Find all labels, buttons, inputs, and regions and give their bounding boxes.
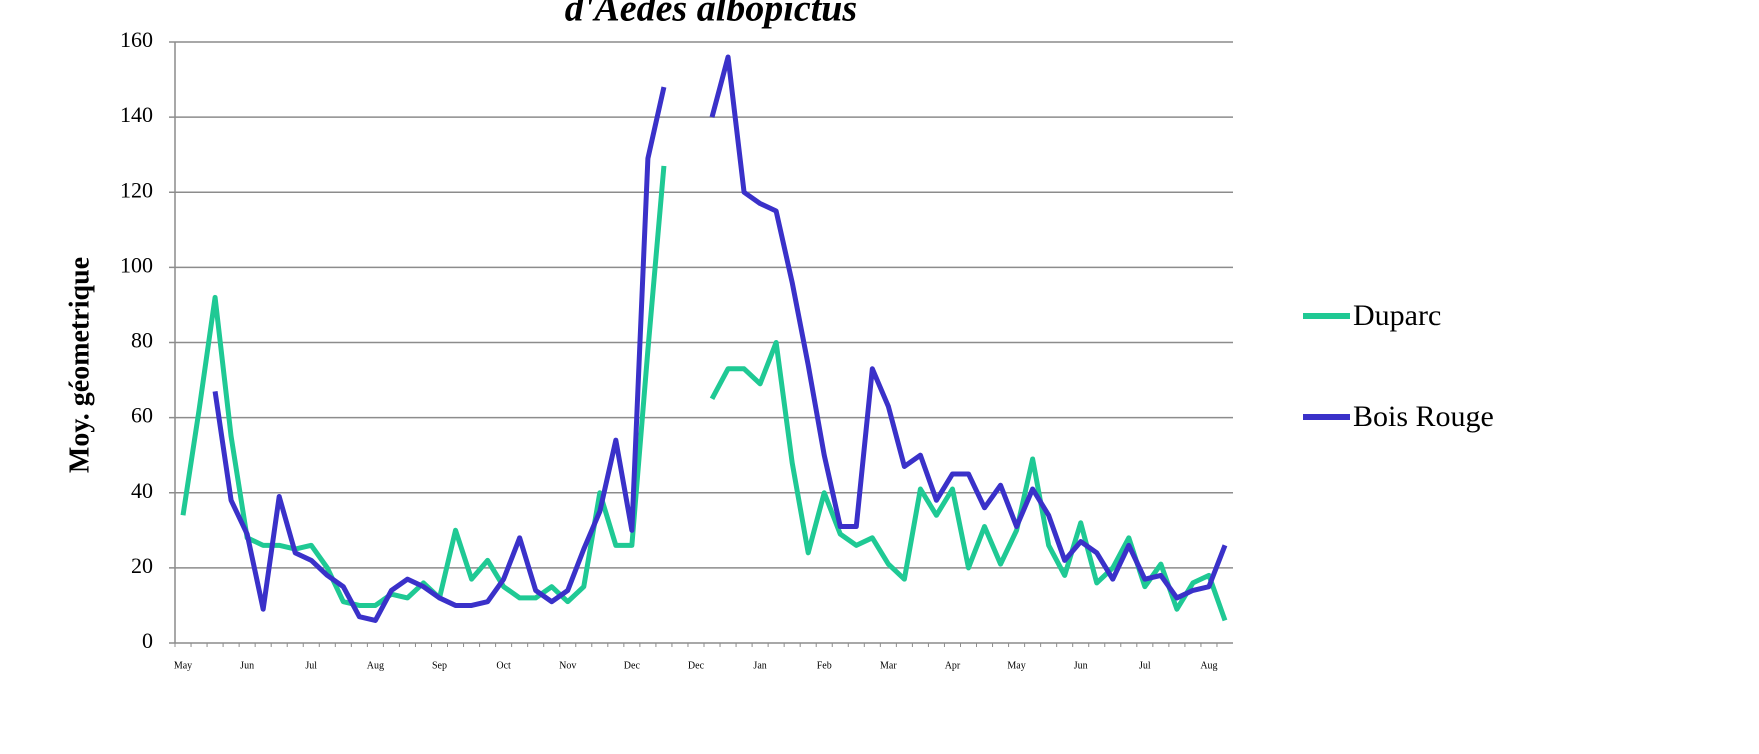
data-line <box>212 86 667 623</box>
x-tick-label: Nov <box>559 660 576 671</box>
x-tick-label: Jul <box>305 660 317 671</box>
x-tick-label: Apr <box>945 660 961 671</box>
y-tick-label: 60 <box>131 403 153 428</box>
y-tick-label: 100 <box>120 252 153 277</box>
y-tick-label: 160 <box>120 27 153 52</box>
y-tick-label: 80 <box>131 328 153 353</box>
y-tick-label: 40 <box>131 478 153 503</box>
x-tick-label: Feb <box>817 660 832 671</box>
x-tick-label: Aug <box>1200 660 1217 671</box>
y-tick-label: 0 <box>142 628 153 653</box>
x-tick-label: May <box>174 660 192 671</box>
x-tick-label: Jun <box>240 660 254 671</box>
y-axis-label: Moy. géometrique <box>64 257 95 473</box>
x-tick-label: Dec <box>624 660 641 671</box>
y-tick-label: 20 <box>131 553 153 578</box>
chart-title: d'Aedes albopictus <box>565 0 857 30</box>
x-tick-label: Mar <box>880 660 897 671</box>
data-line <box>709 54 1228 601</box>
x-tick-label: Jun <box>1074 660 1088 671</box>
x-tick-label: Sep <box>432 660 447 671</box>
x-tick-label: Jan <box>753 660 766 671</box>
legend-label: Bois Rouge <box>1353 400 1494 433</box>
y-tick-label: 120 <box>120 177 153 202</box>
x-tick-label: Jul <box>1139 660 1151 671</box>
y-tick-label: 140 <box>120 102 153 127</box>
x-tick-label: Aug <box>367 660 384 671</box>
x-tick-label: Oct <box>496 660 511 671</box>
data-line <box>180 165 667 608</box>
x-tick-label: May <box>1007 660 1025 671</box>
legend-label: Duparc <box>1353 299 1441 332</box>
x-tick-label: Dec <box>688 660 705 671</box>
